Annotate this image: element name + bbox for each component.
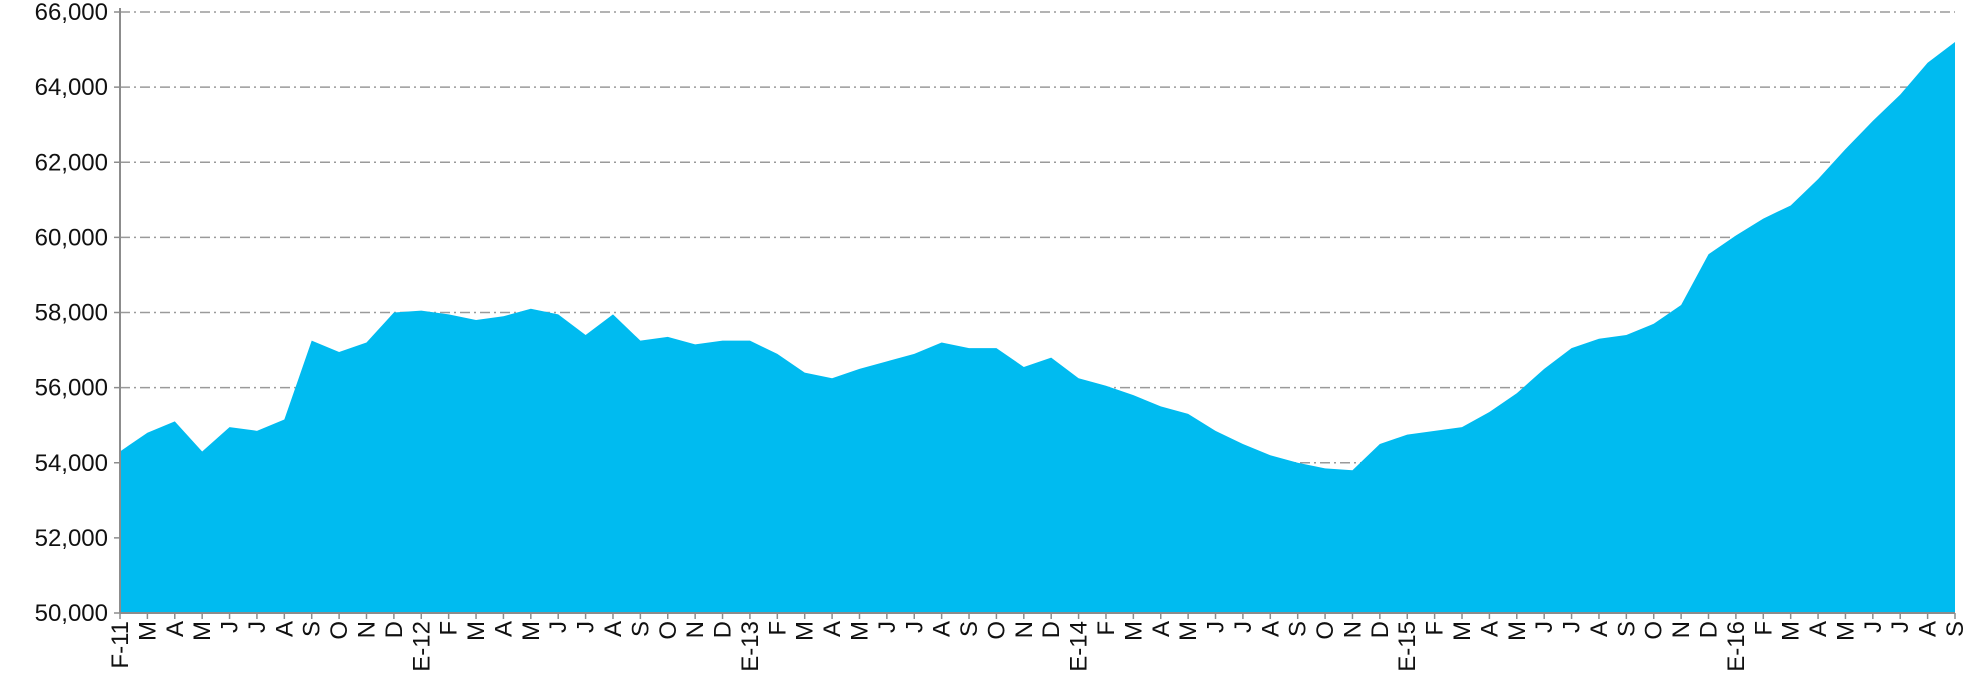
y-tick-label: 54,000 [35, 450, 108, 477]
x-tick-label: A [1586, 621, 1613, 637]
x-tick-label: M [134, 621, 161, 641]
x-tick-label: M [1449, 621, 1476, 641]
x-axis-ticks: F-11 M A M J J A S O N D E-12 F M A M J J A S O N D E-13 F M A M J J A… [107, 613, 1969, 672]
x-tick-label: M [518, 621, 545, 641]
x-tick-label: M [1778, 621, 1805, 641]
x-tick-label: A [1257, 621, 1284, 637]
y-tick-label: 50,000 [35, 600, 108, 627]
x-tick-label: N [1668, 621, 1695, 638]
x-tick-label: M [1175, 621, 1202, 641]
x-tick-label: N [353, 621, 380, 638]
x-tick-label: E-14 [1066, 621, 1093, 672]
x-tick-label: M [463, 621, 490, 641]
x-tick-label: O [326, 621, 353, 640]
x-tick-label: A [819, 621, 846, 637]
x-tick-label: M [792, 621, 819, 641]
x-tick-label: S [299, 621, 326, 637]
x-tick-label: N [682, 621, 709, 638]
x-tick-label: J [1860, 621, 1887, 633]
x-tick-label: M [1504, 621, 1531, 641]
x-tick-label: J [573, 621, 600, 633]
x-tick-label: F [436, 621, 463, 636]
y-tick-label: 64,000 [35, 74, 108, 101]
x-tick-label: A [1148, 621, 1175, 637]
x-tick-label: M [189, 621, 216, 641]
x-tick-label: J [545, 621, 572, 633]
y-tick-label: 56,000 [35, 375, 108, 402]
x-tick-label: F [1750, 621, 1777, 636]
x-tick-label: F [1422, 621, 1449, 636]
y-tick-label: 66,000 [35, 0, 108, 26]
x-tick-label: S [1613, 621, 1640, 637]
x-tick-label: D [710, 621, 737, 638]
x-tick-label: O [983, 621, 1010, 640]
x-tick-label: J [1230, 621, 1257, 633]
x-tick-label: J [901, 621, 928, 633]
x-tick-label: M [846, 621, 873, 641]
x-tick-label: M [1120, 621, 1147, 641]
x-tick-label: E-15 [1394, 621, 1421, 672]
x-tick-label: A [162, 621, 189, 637]
x-tick-label: F-11 [107, 621, 134, 669]
x-tick-label: A [929, 621, 956, 637]
x-tick-label: J [1531, 621, 1558, 633]
x-tick-label: M [1832, 621, 1859, 641]
x-tick-label: E-16 [1723, 621, 1750, 672]
y-tick-label: 52,000 [35, 525, 108, 552]
x-tick-label: S [1285, 621, 1312, 637]
x-tick-label: A [490, 621, 517, 637]
x-tick-label: J [244, 621, 271, 633]
axes [119, 8, 1955, 614]
x-tick-label: J [217, 621, 244, 633]
y-tick-label: 62,000 [35, 149, 108, 176]
x-tick-label: D [381, 621, 408, 638]
x-tick-label: E-12 [408, 621, 435, 672]
x-tick-label: A [1805, 621, 1832, 637]
x-tick-label: N [1011, 621, 1038, 638]
x-tick-label: A [600, 621, 627, 637]
x-tick-label: E-13 [737, 621, 764, 672]
x-tick-label: D [1038, 621, 1065, 638]
x-tick-label: A [1915, 621, 1942, 637]
x-tick-label: J [1203, 621, 1230, 633]
x-tick-label: A [271, 621, 298, 637]
y-axis-ticks: 50,000 52,000 54,000 56,000 58,000 60,000 62,0… [35, 0, 120, 627]
area-series [119, 42, 1956, 614]
x-tick-label: D [1696, 621, 1723, 638]
x-tick-label: S [627, 621, 654, 637]
y-tick-label: 58,000 [35, 300, 108, 327]
x-tick-label: O [1641, 621, 1668, 640]
x-tick-label: J [1887, 621, 1914, 633]
x-tick-label: S [956, 621, 983, 637]
x-tick-label: J [1559, 621, 1586, 633]
x-tick-label: F [1093, 621, 1120, 636]
x-tick-label: F [764, 621, 791, 636]
x-tick-label: O [1312, 621, 1339, 640]
x-tick-label: N [1339, 621, 1366, 638]
area-series-fill [120, 42, 1955, 614]
x-tick-label: O [655, 621, 682, 640]
y-tick-label: 60,000 [35, 224, 108, 251]
x-tick-label: A [1476, 621, 1503, 637]
x-tick-label: D [1367, 621, 1394, 638]
x-tick-label: J [874, 621, 901, 633]
x-tick-label: S [1942, 621, 1969, 637]
